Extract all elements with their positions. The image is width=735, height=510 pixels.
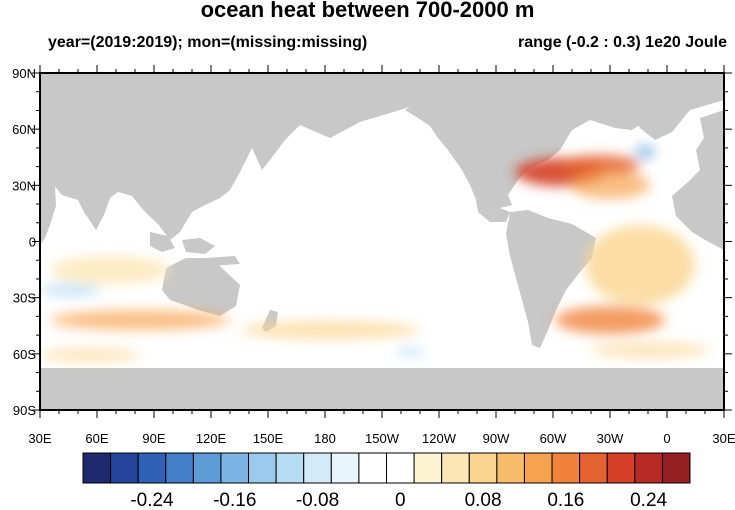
central-america-landmass [476,200,510,222]
lon-label: 30E [712,431,735,446]
south-atlantic-tropical-anomaly [585,225,695,305]
subtropical-atlantic-anomaly [570,171,650,199]
south-pacific-anomaly [240,321,420,339]
australia-landmass [162,258,240,316]
map-subtitle-right: range (-0.2 : 0.3) 1e20 Joule [518,34,727,51]
lat-label: 90N [12,66,36,81]
lon-label: 150W [365,431,400,446]
lat-label: 30S [13,291,36,306]
indian-ocean-anomaly [50,256,170,284]
lon-label: 0 [663,431,670,446]
map-plot-area [40,73,724,410]
colorbar-label: 0.24 [630,490,667,510]
colorbar-label: 0.08 [465,490,502,510]
greenland-landmass [625,86,700,140]
lon-label: 30W [597,431,624,446]
indian-ocean-30s-negative-anomaly [40,284,100,296]
colorbar: -0.24 -0.16 -0.08 0 0.08 0.16 0.24 [82,452,691,510]
colorbar-swatch [137,452,167,484]
colorbar-swatch [275,452,305,484]
colorbar-swatch [606,452,636,484]
africa-landmass-east [40,170,56,245]
colorbar-swatch [386,452,415,484]
colorbar-swatch [551,452,581,484]
labrador-sea-anomaly [635,145,655,159]
lon-label: 180 [314,431,336,446]
eurasia-landmass [40,85,430,240]
lon-label: 90W [483,431,510,446]
colorbar-swatch [303,452,332,484]
colorbar-swatch [496,452,525,484]
colorbar-swatch [358,452,387,484]
southern-atlantic-sector-anomaly [590,342,710,358]
colorbar-swatch [110,452,139,484]
south-america-landmass [506,210,596,348]
colorbar-swatch [579,452,608,484]
missing-data-antarctica [40,368,724,410]
north-atlantic-anomaly [560,155,640,175]
indian-southern-ocean-anomaly [50,310,230,330]
lon-label: 150E [253,431,284,446]
lat-label: 30N [12,178,36,193]
colorbar-swatch [441,452,470,484]
south-pacific-negative-anomaly [395,348,425,356]
colorbar-label: 0 [395,490,406,510]
colorbar-label: -0.16 [213,490,256,510]
indonesia-landmass [150,232,240,266]
longitude-labels: 30E 60E 90E 120E 150E 180 150W 120W 90W 60W 30W 0 30… [28,431,735,446]
southern-ocean-anomaly [40,348,140,362]
missing-data-arctic [40,73,724,85]
colorbar-swatch [220,452,250,484]
colorbar-label: 0.16 [547,490,584,510]
colorbar-label: -0.08 [296,490,339,510]
colorbar-swatch [248,452,277,484]
colorbar-swatch [523,452,553,484]
south-atlantic-40s-anomaly [555,306,665,334]
map-subtitle-left: year=(2019:2019); mon=(missing:missing) [48,34,368,51]
lon-label: 60W [540,431,567,446]
colorbar-swatch [468,452,498,484]
lon-label: 60E [85,431,108,446]
colorbar-swatch [661,452,691,484]
lat-label: 60S [13,347,36,362]
map-title: ocean heat between 700-2000 m [200,0,535,22]
lat-label: 90S [13,403,36,418]
axis-ticks [32,65,732,418]
lat-label: 60N [12,122,36,137]
lon-label: 30E [28,431,51,446]
europe-africa-west-landmass [672,110,724,250]
latitude-labels: 90N 60N 30N 0 30S 60S 90S [12,66,36,418]
anomaly-field [40,145,710,362]
colorbar-swatch [165,452,194,484]
colorbar-swatch [82,452,112,484]
colorbar-swatch [413,452,443,484]
colorbar-swatch [634,452,663,484]
lon-label: 120W [422,431,457,446]
lon-label: 120E [196,431,227,446]
colorbar-label: -0.24 [130,490,174,510]
colorbar-swatch [192,452,222,484]
lon-label: 90E [142,431,165,446]
colorbar-swatch [330,452,360,484]
lat-label: 0 [29,235,36,250]
